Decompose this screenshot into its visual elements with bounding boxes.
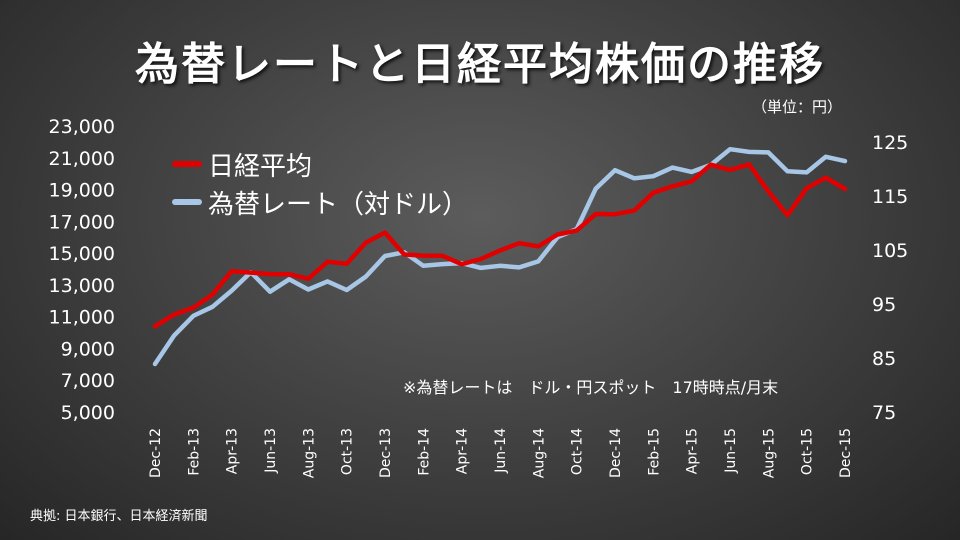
x-axis-ticks: Dec-12 Feb-13 Apr-13 Jun-13 Aug-13 Oct-13 Dec-… bbox=[148, 428, 854, 478]
left-tick-label: 21,000 bbox=[49, 148, 115, 170]
left-tick-label: 15,000 bbox=[49, 243, 115, 265]
x-tick-label: Apr-14 bbox=[455, 428, 471, 474]
legend-swatch-fx bbox=[172, 199, 202, 205]
x-tick-label: Jun-14 bbox=[493, 428, 509, 474]
x-tick-label: Apr-13 bbox=[225, 428, 241, 474]
x-tick-label: Dec-15 bbox=[838, 428, 854, 478]
right-tick-label: 105 bbox=[872, 240, 908, 262]
legend-label-fx: 為替レート（対ドル） bbox=[208, 189, 469, 220]
x-tick-label: Feb-13 bbox=[186, 428, 202, 476]
left-tick-label: 11,000 bbox=[49, 307, 115, 329]
left-tick-label: 5,000 bbox=[61, 402, 115, 424]
chart-note: ※為替レートは ドル・円スポット 17時時点/月末 bbox=[403, 378, 779, 397]
x-tick-label: Oct-13 bbox=[340, 428, 356, 475]
fx-series-line bbox=[152, 146, 848, 367]
nikkei-series-line bbox=[152, 162, 848, 329]
legend-entry-fx: 為替レート（対ドル） bbox=[172, 183, 468, 221]
chart-title: 為替レートと日経平均株価の推移 bbox=[135, 39, 825, 90]
x-tick-label: Dec-13 bbox=[378, 428, 394, 478]
left-tick-label: 13,000 bbox=[49, 275, 115, 297]
unit-label: （単位：円） bbox=[751, 98, 842, 116]
x-tick-label: Feb-15 bbox=[646, 428, 662, 476]
legend-entry-nikkei: 日経平均 bbox=[172, 145, 468, 183]
left-axis-ticks: 5,000 7,000 9,000 11,000 13,000 15,000 17,000 1… bbox=[49, 116, 115, 424]
x-tick-label: Jun-15 bbox=[723, 428, 739, 474]
x-tick-label: Apr-15 bbox=[685, 428, 701, 474]
x-tick-label: Feb-14 bbox=[416, 428, 432, 476]
right-axis-ticks: 75 85 95 105 115 125 bbox=[872, 132, 908, 424]
left-tick-label: 7,000 bbox=[61, 370, 115, 392]
x-tick-label: Aug-13 bbox=[301, 428, 317, 478]
right-tick-label: 75 bbox=[872, 402, 896, 424]
legend-label-nikkei: 日経平均 bbox=[208, 151, 313, 182]
x-tick-label: Dec-12 bbox=[148, 428, 164, 478]
left-tick-label: 9,000 bbox=[61, 338, 115, 360]
right-tick-label: 125 bbox=[872, 132, 908, 154]
left-tick-label: 17,000 bbox=[49, 211, 115, 233]
x-tick-label: Oct-15 bbox=[800, 428, 816, 475]
right-tick-label: 95 bbox=[872, 294, 896, 316]
series-lines bbox=[152, 146, 848, 367]
x-tick-label: Dec-14 bbox=[608, 428, 624, 478]
x-tick-label: Oct-14 bbox=[570, 428, 586, 475]
left-tick-label: 23,000 bbox=[49, 116, 115, 138]
source-label: 典拠: 日本銀行、日本経済新聞 bbox=[30, 509, 208, 524]
x-tick-label: Jun-13 bbox=[263, 428, 279, 474]
right-tick-label: 85 bbox=[872, 348, 896, 370]
legend: 日経平均 為替レート（対ドル） bbox=[172, 145, 468, 221]
x-tick-label: Aug-15 bbox=[761, 428, 777, 478]
legend-swatch-nikkei bbox=[172, 161, 202, 167]
right-tick-label: 115 bbox=[872, 186, 908, 208]
x-tick-label: Aug-14 bbox=[531, 428, 547, 478]
left-tick-label: 19,000 bbox=[49, 180, 115, 202]
